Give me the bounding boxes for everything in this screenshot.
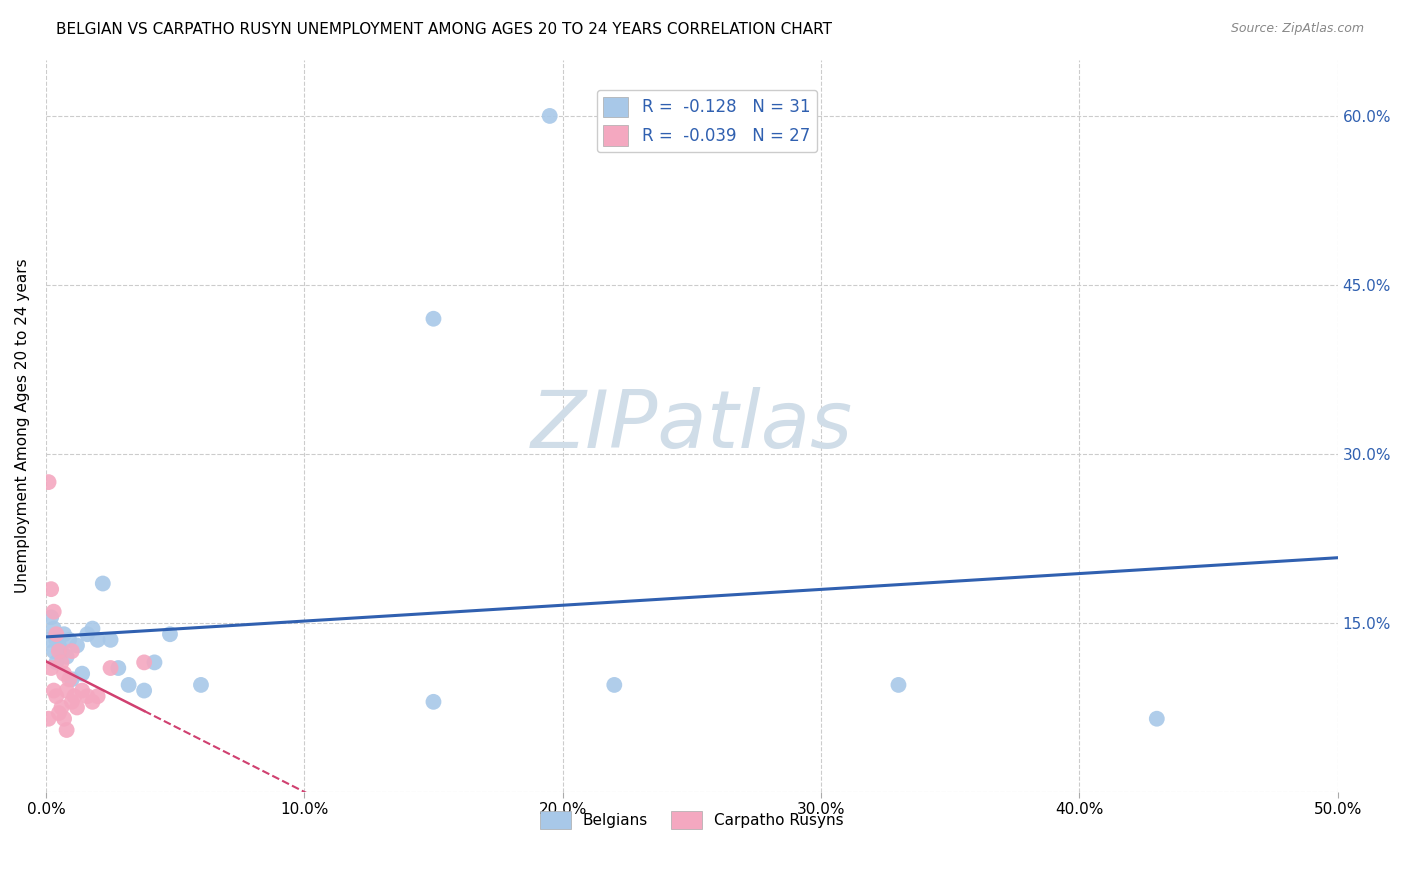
Point (134, 683, 156, 698)
Point (60, 644, 83, 658)
Point (42, 622, 65, 636)
Point (58, 673, 80, 687)
Point (55, 683, 77, 698)
Point (53, 666, 76, 681)
Point (55, 649, 77, 664)
Point (422, 311, 444, 326)
Point (45, 627, 67, 641)
Point (107, 661, 129, 675)
Point (91, 576, 114, 591)
Point (45, 632, 67, 647)
Point (42, 644, 65, 658)
Point (76, 689, 98, 703)
Point (58, 632, 80, 647)
Point (51, 700, 73, 714)
Point (134, 656, 156, 670)
Point (55, 723, 77, 737)
Point (422, 695, 444, 709)
Point (70, 666, 93, 681)
Point (51, 656, 73, 670)
Point (66, 700, 89, 714)
Point (86, 689, 108, 703)
Point (53, 627, 76, 641)
Point (48, 706, 70, 720)
Point (143, 656, 166, 670)
Point (48, 639, 70, 653)
Point (190, 678, 212, 692)
Legend: Belgians, Carpatho Rusyns: Belgians, Carpatho Rusyns (534, 805, 849, 836)
Point (53, 712, 76, 726)
Point (39, 610, 62, 624)
Point (76, 627, 98, 641)
Point (887, 678, 910, 692)
Point (63, 689, 86, 703)
Point (45, 689, 67, 703)
Point (60, 695, 83, 709)
Point (117, 678, 139, 692)
Point (39, 661, 62, 675)
Point (159, 627, 181, 641)
Point (1146, 712, 1168, 726)
Point (60, 673, 83, 687)
Point (66, 639, 89, 653)
Text: Source: ZipAtlas.com: Source: ZipAtlas.com (1230, 22, 1364, 36)
Y-axis label: Unemployment Among Ages 20 to 24 years: Unemployment Among Ages 20 to 24 years (15, 259, 30, 593)
Text: ZIPatlas: ZIPatlas (530, 387, 853, 465)
Point (38, 632, 60, 647)
Point (48, 644, 70, 658)
Point (51, 644, 73, 658)
Point (38, 475, 60, 489)
Point (70, 683, 93, 698)
Point (45, 656, 67, 670)
Point (39, 582, 62, 596)
Point (82, 622, 104, 636)
Text: BELGIAN VS CARPATHO RUSYN UNEMPLOYMENT AMONG AGES 20 TO 24 YEARS CORRELATION CHA: BELGIAN VS CARPATHO RUSYN UNEMPLOYMENT A… (56, 22, 832, 37)
Point (82, 695, 104, 709)
Point (538, 109, 561, 123)
Point (86, 632, 108, 647)
Point (100, 632, 122, 647)
Point (42, 605, 65, 619)
Point (38, 712, 60, 726)
Point (603, 678, 626, 692)
Point (42, 683, 65, 698)
Point (100, 661, 122, 675)
